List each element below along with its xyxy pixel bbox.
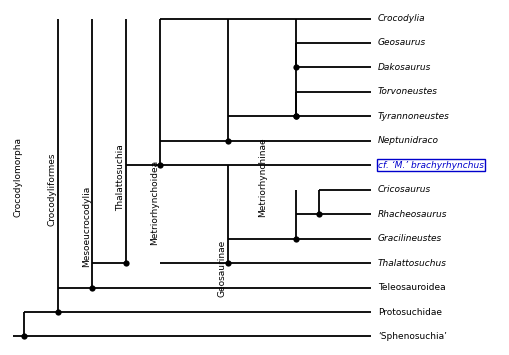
Text: Torvoneustes: Torvoneustes [377, 87, 437, 97]
Text: Gracilineustes: Gracilineustes [377, 234, 441, 243]
Text: Crocodylomorpha: Crocodylomorpha [14, 137, 22, 218]
Text: cf. ‘M.’ brachyrhynchus: cf. ‘M.’ brachyrhynchus [377, 161, 483, 170]
Text: Geosaurinae: Geosaurinae [217, 239, 227, 297]
Text: Protosuchidae: Protosuchidae [377, 307, 441, 317]
Text: ‘Sphenosuchia’: ‘Sphenosuchia’ [377, 332, 446, 341]
Text: Dakosaurus: Dakosaurus [377, 63, 431, 72]
Text: Metriorhynchinae: Metriorhynchinae [258, 138, 266, 217]
Text: Crocodyliformes: Crocodyliformes [48, 153, 56, 226]
Text: Cricosaurus: Cricosaurus [377, 185, 431, 194]
Text: Teleosauroidea: Teleosauroidea [377, 283, 445, 292]
Text: Neptunidraco: Neptunidraco [377, 136, 438, 145]
Text: Thalattosuchia: Thalattosuchia [116, 144, 125, 211]
Text: Rhacheosaurus: Rhacheosaurus [377, 210, 446, 219]
Text: Metriorhynchoidea: Metriorhynchoidea [150, 159, 158, 245]
Text: Tyrannoneustes: Tyrannoneustes [377, 112, 449, 121]
Text: Geosaurus: Geosaurus [377, 38, 426, 48]
Text: Crocodylia: Crocodylia [377, 14, 425, 23]
Text: Thalattosuchus: Thalattosuchus [377, 258, 446, 268]
Text: Mesoeucrocodylia: Mesoeucrocodylia [81, 186, 91, 267]
